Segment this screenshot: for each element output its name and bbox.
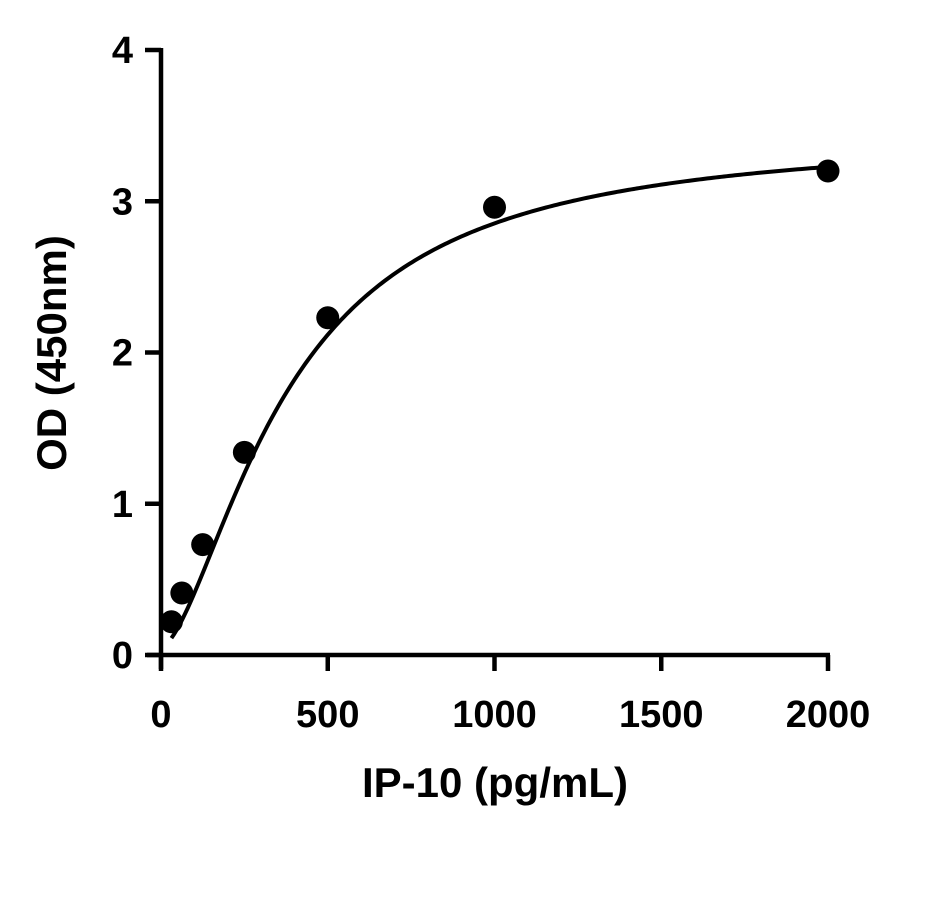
- fit-curve: [169, 164, 829, 640]
- data-point: [316, 306, 340, 330]
- y-tick-label: 3: [112, 181, 133, 223]
- data-point: [191, 533, 215, 557]
- x-tick-label: 1500: [619, 694, 704, 736]
- x-tick-label: 500: [296, 694, 359, 736]
- y-tick-label: 2: [112, 333, 133, 375]
- x-tick-label: 0: [150, 694, 171, 736]
- data-point: [483, 195, 506, 219]
- x-tick-label: 1000: [452, 694, 537, 736]
- fit-curve-layer: [169, 164, 829, 640]
- y-tick-label: 1: [112, 484, 133, 526]
- data-point: [232, 440, 256, 464]
- y-tick-label: 4: [112, 30, 133, 72]
- y-axis-title: OD (450nm): [28, 235, 75, 471]
- data-points-layer: [159, 159, 840, 634]
- x-axis-title: IP-10 (pg/mL): [362, 759, 628, 806]
- data-point: [816, 159, 840, 183]
- data-point: [159, 610, 183, 634]
- axes: 0 1 2 3 4 0 500 1000 1500 2000: [112, 30, 870, 736]
- data-point: [170, 581, 194, 605]
- y-tick-label: 0: [112, 635, 133, 677]
- x-tick-label: 2000: [786, 694, 871, 736]
